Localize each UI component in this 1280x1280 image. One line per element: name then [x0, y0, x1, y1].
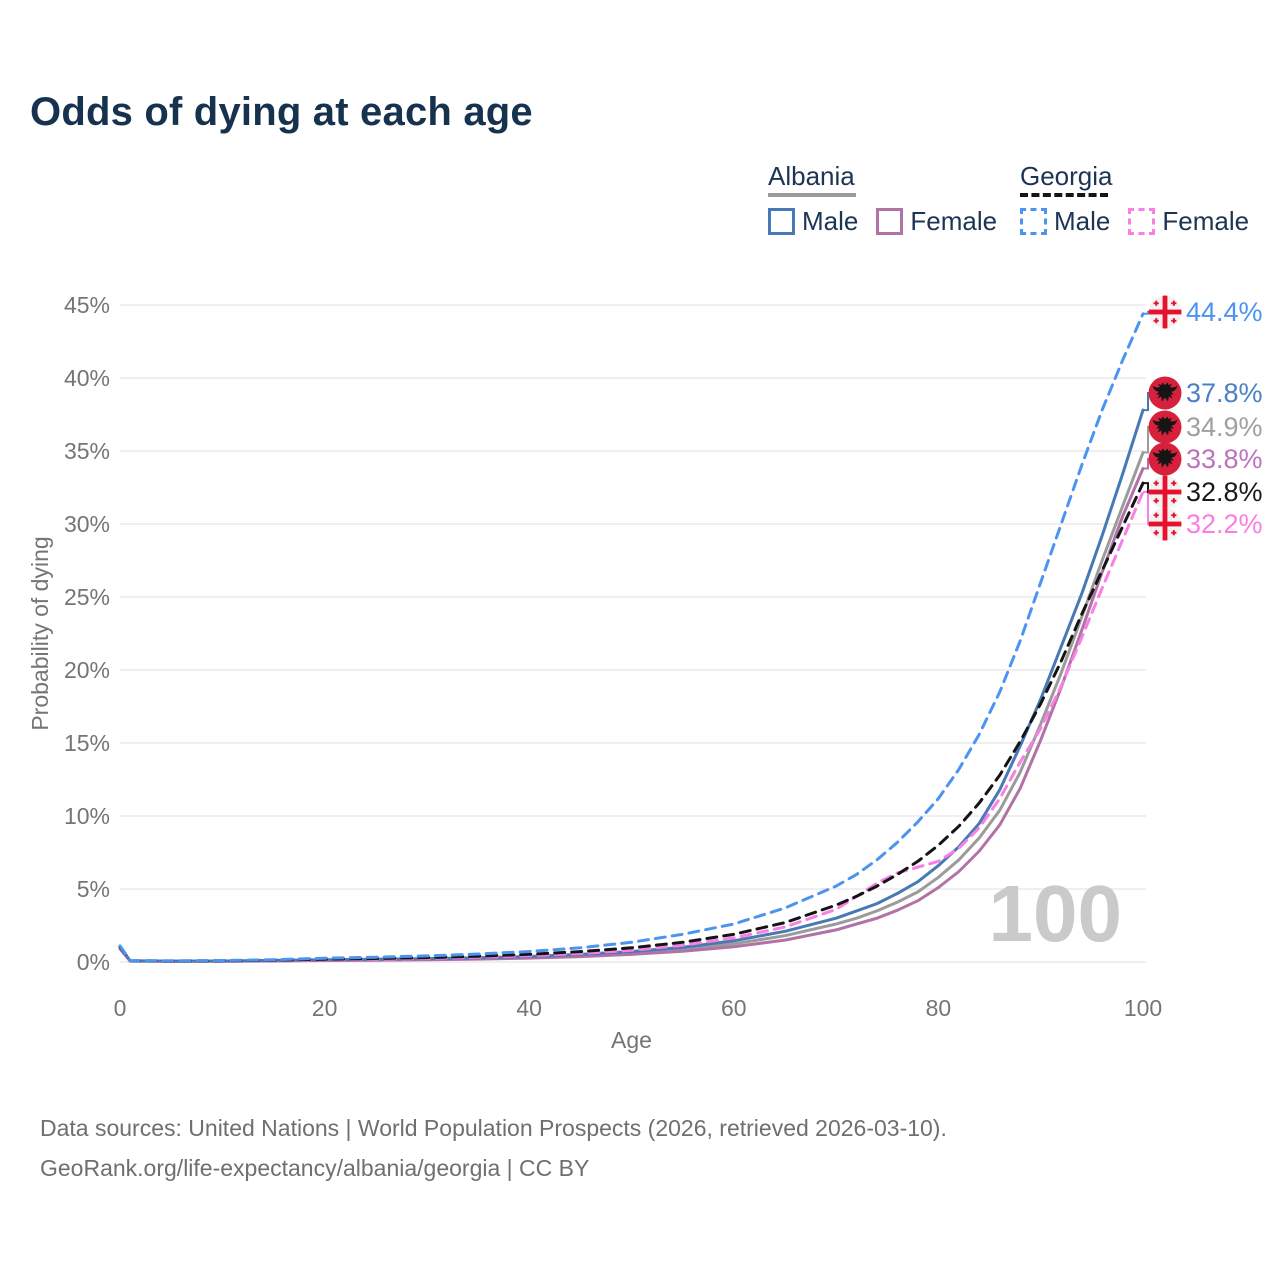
legend-label: Female [1162, 206, 1250, 236]
legend-item-albania-male: Male [768, 206, 858, 237]
y-tick-label: 40% [64, 365, 110, 391]
age-counter-watermark: 100 [989, 869, 1122, 958]
footer: Data sources: United Nations | World Pop… [40, 1108, 947, 1188]
y-tick-label: 30% [64, 511, 110, 537]
series-line-georgia-male [118, 312, 1145, 963]
legend-item-georgia-female: Female [1128, 206, 1249, 237]
legend-group-albania: Albania Male Female [768, 162, 997, 237]
x-tick-label: 60 [721, 995, 747, 1021]
legend-item-albania-female: Female [876, 206, 997, 237]
georgia-line-style-sample [1020, 193, 1108, 197]
legend-label: Male [1054, 206, 1111, 236]
y-tick-label: 0% [77, 949, 110, 975]
end-value-label-albania-female: 33.8% [1186, 444, 1263, 474]
albania-flag-icon [1148, 442, 1182, 476]
y-tick-label: 10% [64, 803, 110, 829]
georgia-flag-icon [1148, 295, 1182, 329]
end-value-label-albania-both-sexes: 34.9% [1186, 412, 1263, 442]
georgia-flag-icon [1148, 507, 1182, 541]
x-tick-label: 100 [1124, 995, 1162, 1021]
y-tick-label: 45% [64, 292, 110, 318]
y-tick-label: 25% [64, 584, 110, 610]
albania-male-swatch-icon [768, 208, 795, 235]
y-tick-label: 5% [77, 876, 110, 902]
georgia-male-swatch-icon [1020, 208, 1047, 235]
end-value-label-georgia-female: 32.2% [1186, 509, 1263, 539]
page-title: Odds of dying at each age [30, 90, 533, 134]
albania-female-swatch-icon [876, 208, 904, 235]
albania-line-style-sample [768, 193, 856, 197]
legend-item-georgia-male: Male [1020, 206, 1110, 237]
albania-flag-icon [1148, 376, 1182, 410]
x-tick-label: 20 [312, 995, 338, 1021]
albania-flag-icon [1148, 410, 1182, 444]
end-value-label-georgia-both-sexes: 32.8% [1186, 477, 1263, 507]
y-axis-title: Probability of dying [27, 536, 53, 730]
y-tick-label: 15% [64, 730, 110, 756]
attribution-line: GeoRank.org/life-expectancy/albania/geor… [40, 1155, 590, 1181]
x-tick-label: 80 [926, 995, 952, 1021]
data-source-line: Data sources: United Nations | World Pop… [40, 1115, 947, 1141]
georgia-female-swatch-icon [1128, 208, 1156, 235]
legend-country-albania: Albania [768, 161, 855, 191]
legend-label: Male [802, 206, 859, 236]
legend-group-georgia: Georgia Male Female [1020, 162, 1249, 237]
legend-country-georgia: Georgia [1020, 161, 1113, 191]
georgia-flag-icon [1148, 475, 1182, 509]
y-tick-label: 20% [64, 657, 110, 683]
legend-label: Female [910, 206, 998, 236]
end-value-label-albania-male: 37.8% [1186, 378, 1263, 408]
x-axis-title: Age [611, 1027, 652, 1053]
x-tick-label: 40 [516, 995, 542, 1021]
y-tick-label: 35% [64, 438, 110, 464]
end-value-label-georgia-male: 44.4% [1186, 297, 1263, 327]
x-tick-label: 0 [114, 995, 127, 1021]
